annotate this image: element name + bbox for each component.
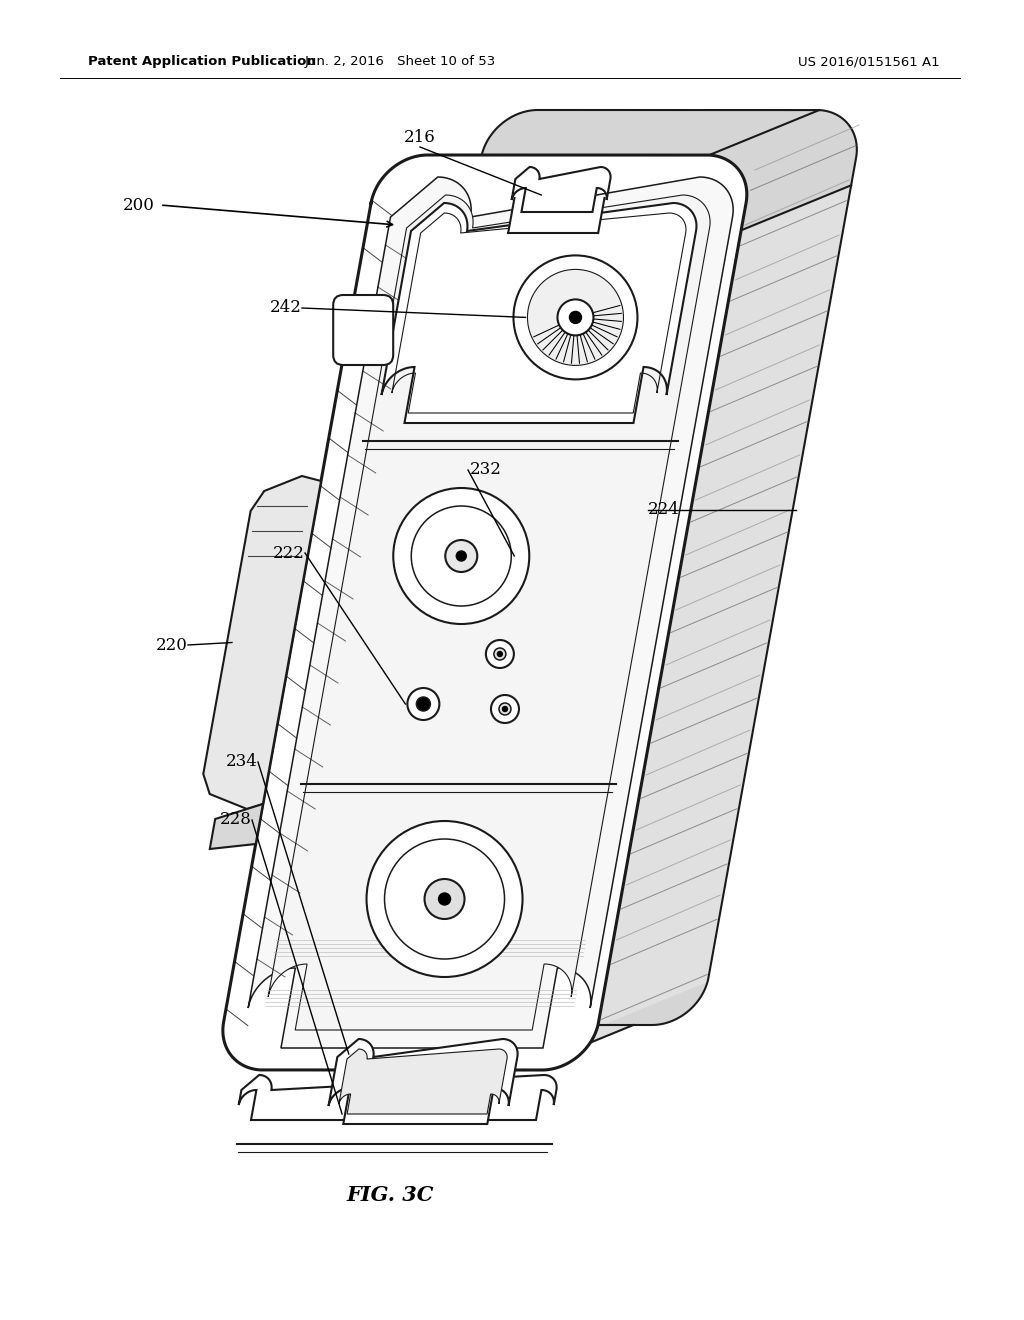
Circle shape <box>557 300 594 335</box>
Circle shape <box>503 706 508 711</box>
Polygon shape <box>248 177 733 1048</box>
Text: 224: 224 <box>648 502 680 519</box>
Text: FIG. 3C: FIG. 3C <box>346 1185 434 1205</box>
Text: 242: 242 <box>270 300 302 317</box>
Circle shape <box>445 540 477 572</box>
Polygon shape <box>210 804 263 849</box>
Circle shape <box>499 704 511 715</box>
Circle shape <box>490 696 519 723</box>
Circle shape <box>367 821 522 977</box>
Text: US 2016/0151561 A1: US 2016/0151561 A1 <box>799 55 940 69</box>
Circle shape <box>417 697 430 711</box>
Polygon shape <box>512 168 610 213</box>
Circle shape <box>494 648 506 660</box>
Polygon shape <box>204 477 321 809</box>
Polygon shape <box>223 156 708 1071</box>
Polygon shape <box>223 154 746 1071</box>
Polygon shape <box>239 1074 557 1119</box>
Text: Jun. 2, 2016  Sheet 10 of 53: Jun. 2, 2016 Sheet 10 of 53 <box>304 55 496 69</box>
Text: 200: 200 <box>123 197 155 214</box>
Circle shape <box>527 269 624 366</box>
Polygon shape <box>268 195 710 1030</box>
Circle shape <box>393 488 529 624</box>
Text: 222: 222 <box>273 544 305 561</box>
Circle shape <box>485 640 514 668</box>
Circle shape <box>438 894 451 906</box>
Circle shape <box>408 688 439 719</box>
Polygon shape <box>339 1049 507 1114</box>
Circle shape <box>569 312 582 323</box>
Text: 220: 220 <box>156 636 188 653</box>
Polygon shape <box>329 1039 517 1125</box>
Circle shape <box>498 652 503 656</box>
Polygon shape <box>382 203 696 422</box>
Circle shape <box>425 879 465 919</box>
Text: 228: 228 <box>220 812 252 829</box>
Polygon shape <box>523 110 857 1071</box>
Circle shape <box>513 255 638 379</box>
Circle shape <box>457 550 466 561</box>
Text: 216: 216 <box>404 129 436 147</box>
Text: 232: 232 <box>470 462 502 479</box>
Circle shape <box>412 506 511 606</box>
Circle shape <box>385 840 505 960</box>
Polygon shape <box>508 198 604 234</box>
Text: 234: 234 <box>226 754 258 771</box>
Text: Patent Application Publication: Patent Application Publication <box>88 55 315 69</box>
FancyBboxPatch shape <box>333 294 393 366</box>
Polygon shape <box>371 110 857 230</box>
